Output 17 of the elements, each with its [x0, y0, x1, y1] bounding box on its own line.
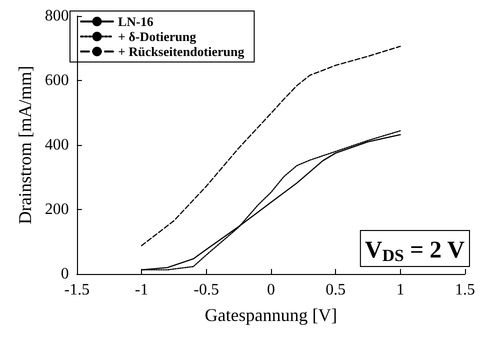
x-tick-label: -1 [134, 282, 148, 298]
x-tick-label: 1.5 [455, 282, 475, 298]
y-tick-label: 400 [44, 136, 69, 154]
x-tick-label: 1 [396, 282, 404, 298]
y-tick-label: 800 [44, 8, 69, 24]
x-tick-label: -0.5 [194, 282, 219, 298]
x-axis-title: Gatespannung [V] [204, 305, 338, 325]
y-tick-label: 200 [44, 201, 69, 218]
legend-label: + Rückseitendotierung [118, 44, 245, 59]
y-tick-label: 0 [60, 266, 69, 282]
y-axis-title: Drainstrom [mA/mm] [15, 66, 35, 224]
y-tick-label: 600 [44, 72, 69, 89]
legend-label: LN-16 [118, 14, 154, 29]
legend-label: + δ-Dotierung [118, 29, 197, 44]
x-tick-label: -1.5 [64, 282, 90, 298]
x-tick-label: 0 [266, 282, 275, 298]
x-tick-label: 0.5 [326, 282, 346, 298]
